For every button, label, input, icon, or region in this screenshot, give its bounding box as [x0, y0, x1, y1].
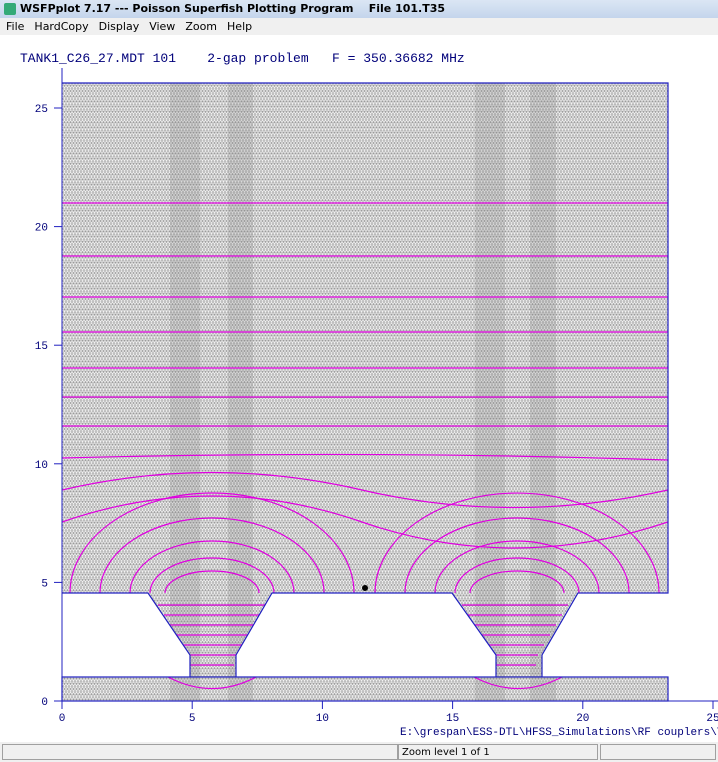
status-bar: Zoom level 1 of 1	[0, 742, 718, 762]
app-icon	[4, 3, 16, 15]
field-lines	[62, 202, 668, 690]
menu-item[interactable]: File	[6, 20, 25, 33]
x-tick-label: 5	[189, 713, 196, 725]
x-tick-label: 10	[316, 713, 329, 725]
menu-item[interactable]: View	[149, 20, 176, 33]
y-tick-label: 0	[41, 697, 48, 709]
x-tick-label: 15	[446, 713, 459, 725]
x-tick-label: 25	[706, 713, 718, 725]
x-tick-label: 0	[59, 713, 66, 725]
y-tick-label: 5	[41, 578, 48, 590]
y-tick-label: 15	[35, 341, 48, 353]
file-path: E:\grespan\ESS-DTL\HFSS_Simulations\RF c…	[400, 727, 718, 739]
marker	[362, 585, 368, 591]
y-tick-label: 10	[35, 460, 48, 472]
plot-header: TANK1_C26_27.MDT 101 2-gap problem F = 3…	[20, 51, 465, 66]
menu-item[interactable]: HardCopy	[34, 20, 89, 33]
menu-item[interactable]: Display	[98, 20, 140, 33]
status-panel: Zoom level 1 of 1	[398, 744, 598, 760]
window-title: WSFPplot 7.17 --- Poisson Superfish Plot…	[20, 2, 446, 15]
menu-bar: File HardCopy Display View Zoom Help	[0, 18, 718, 35]
axes	[61, 68, 718, 702]
mesh	[62, 83, 668, 701]
status-panel	[600, 744, 716, 760]
y-tick-label: 20	[35, 223, 48, 235]
plot: TANK1_C26_27.MDT 101 2-gap problem F = 3…	[20, 51, 718, 739]
menu-item[interactable]: Zoom	[185, 20, 218, 33]
x-tick-label: 20	[576, 713, 589, 725]
y-tick-label: 25	[35, 104, 48, 116]
title-bar: WSFPplot 7.17 --- Poisson Superfish Plot…	[0, 0, 718, 18]
menu-item[interactable]: Help	[227, 20, 253, 33]
status-panel	[2, 744, 398, 760]
